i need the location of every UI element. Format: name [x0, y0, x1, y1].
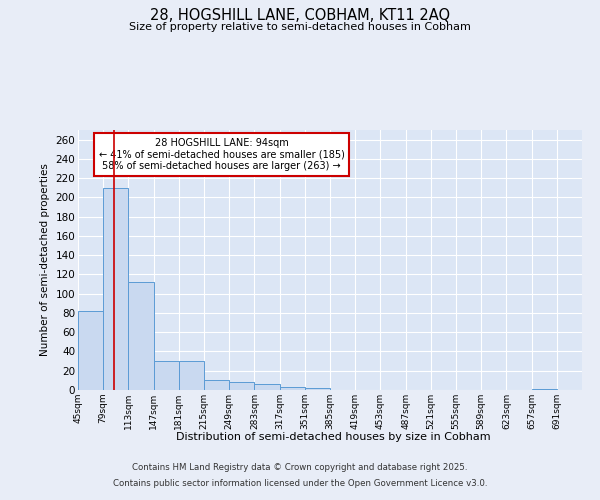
- Bar: [229, 382, 254, 390]
- Bar: [532, 389, 557, 390]
- Text: 28 HOGSHILL LANE: 94sqm
← 41% of semi-detached houses are smaller (185)
58% of s: 28 HOGSHILL LANE: 94sqm ← 41% of semi-de…: [99, 138, 344, 171]
- Bar: [179, 361, 204, 390]
- Text: Distribution of semi-detached houses by size in Cobham: Distribution of semi-detached houses by …: [176, 432, 490, 442]
- Bar: [78, 311, 103, 390]
- Y-axis label: Number of semi-detached properties: Number of semi-detached properties: [40, 164, 50, 356]
- Text: 28, HOGSHILL LANE, COBHAM, KT11 2AQ: 28, HOGSHILL LANE, COBHAM, KT11 2AQ: [150, 8, 450, 22]
- Bar: [280, 387, 305, 390]
- Bar: [204, 380, 229, 390]
- Bar: [103, 188, 128, 390]
- Text: Size of property relative to semi-detached houses in Cobham: Size of property relative to semi-detach…: [129, 22, 471, 32]
- Bar: [305, 388, 330, 390]
- Bar: [254, 384, 280, 390]
- Text: Contains public sector information licensed under the Open Government Licence v3: Contains public sector information licen…: [113, 478, 487, 488]
- Text: Contains HM Land Registry data © Crown copyright and database right 2025.: Contains HM Land Registry data © Crown c…: [132, 464, 468, 472]
- Bar: [154, 361, 179, 390]
- Bar: [128, 282, 154, 390]
